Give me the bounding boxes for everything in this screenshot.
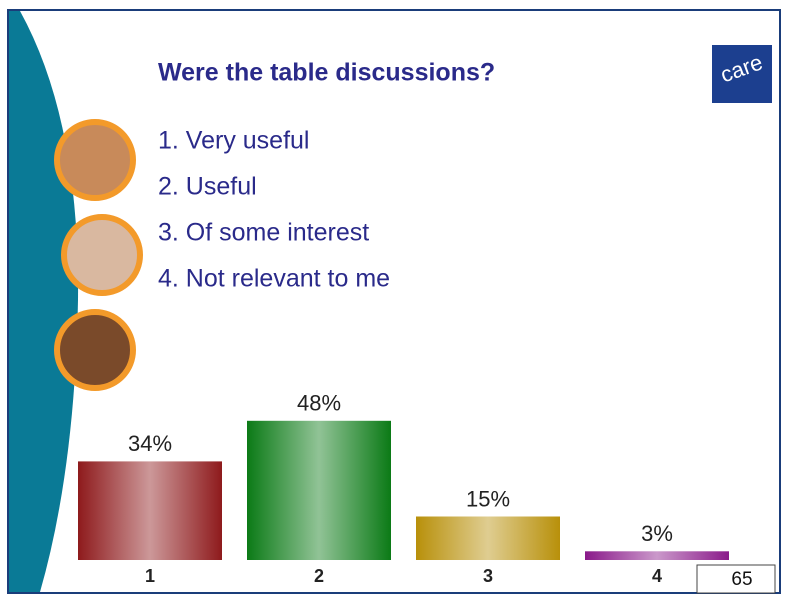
chart-title: Were the table discussions? (158, 59, 495, 87)
option-text: 1. Very useful (158, 127, 309, 155)
value-label: 15% (466, 486, 510, 511)
x-tick-label: 1 (145, 566, 155, 586)
value-label: 48% (297, 391, 341, 416)
value-label: 3% (641, 521, 673, 546)
page: care Were the table discussions? 1. Very… (0, 0, 787, 597)
bar (585, 551, 729, 560)
bar (78, 461, 222, 560)
option-text: 4. Not relevant to me (158, 265, 390, 293)
face-photo (57, 312, 133, 388)
x-tick-label: 3 (483, 566, 493, 586)
x-tick-label: 4 (652, 566, 662, 586)
response-counter: 65 (731, 569, 752, 590)
option-text: 3. Of some interest (158, 219, 369, 247)
option-text: 2. Useful (158, 173, 257, 201)
face-photo (57, 122, 133, 198)
slide: care Were the table discussions? 1. Very… (0, 0, 787, 597)
value-label: 34% (128, 431, 172, 456)
faces (57, 122, 140, 388)
bar (247, 421, 391, 560)
x-tick-label: 2 (314, 566, 324, 586)
face-photo (64, 217, 140, 293)
bar (416, 517, 560, 561)
